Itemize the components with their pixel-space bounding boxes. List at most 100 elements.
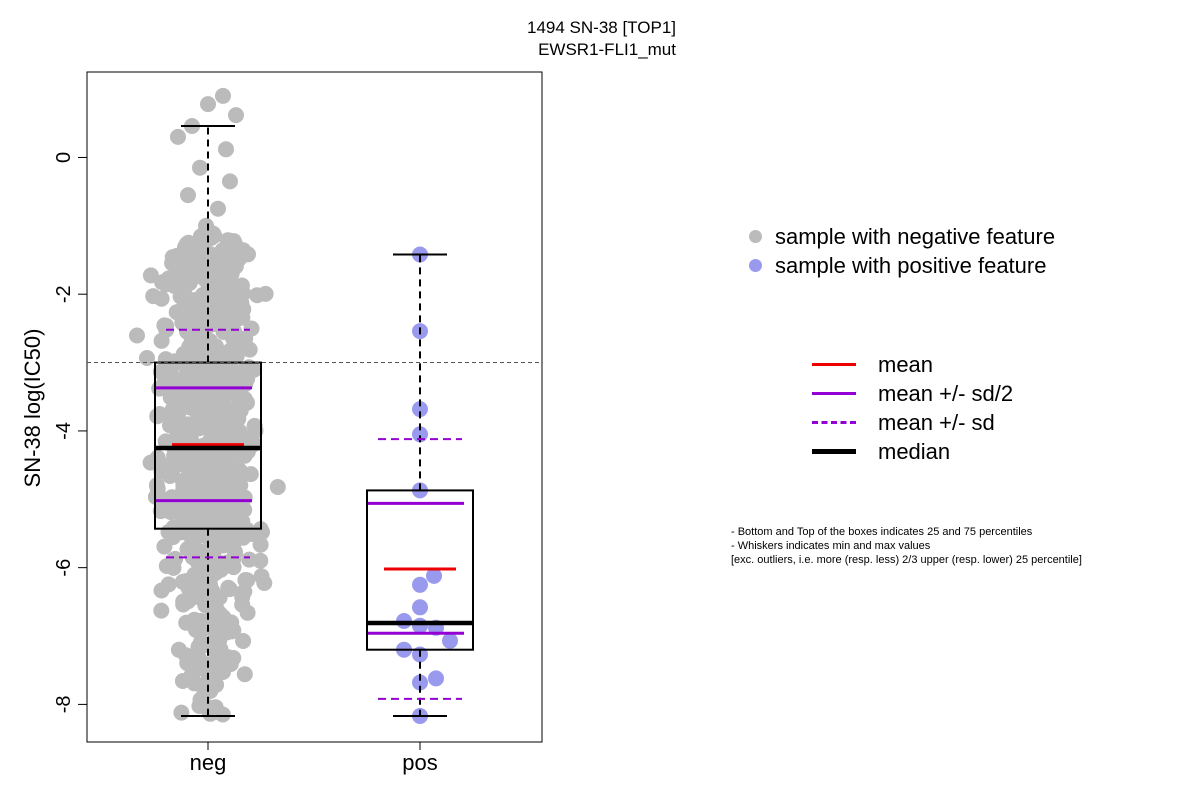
- neg-sample-point: [164, 358, 181, 374]
- neg-sample-point: [139, 350, 155, 366]
- neg-sample-point: [195, 359, 212, 376]
- x-tick-label: neg: [190, 750, 227, 775]
- legend-label-positive: sample with positive feature: [775, 252, 1047, 278]
- neg-sample-point: [177, 238, 194, 255]
- neg-sample-point: [249, 287, 266, 304]
- neg-sample-point: [166, 277, 183, 294]
- neg-sample-point: [198, 217, 214, 234]
- legend-label-mean: mean: [878, 351, 934, 377]
- neg-sample-point: [236, 447, 253, 464]
- pos-sample-point: [428, 670, 444, 687]
- neg-sample-point: [192, 612, 209, 629]
- y-tick-label: 0: [53, 152, 75, 163]
- neg-sample-point: [185, 470, 202, 487]
- neg-sample-point: [204, 463, 221, 480]
- y-tick-label: -6: [53, 559, 75, 577]
- legend-item-positive: sample with positive feature: [749, 251, 1055, 280]
- neg-sample-point: [182, 420, 199, 437]
- neg-sample-point: [153, 582, 170, 599]
- neg-sample-point: [153, 602, 170, 619]
- neg-sample-point: [252, 536, 269, 553]
- neg-sample-point: [170, 405, 187, 422]
- pos-sample-point: [412, 576, 428, 593]
- legend-item-mean: mean: [812, 350, 1013, 379]
- positive-sample-swatch: [749, 259, 762, 272]
- neg-sample-point: [214, 265, 231, 282]
- legend-label-half-sd: mean +/- sd/2: [878, 380, 1014, 406]
- neg-sample-point: [200, 592, 217, 609]
- neg-sample-point: [157, 433, 174, 450]
- note-line-3: [exc. outliers, i.e. more (resp. less) 2…: [731, 554, 1082, 566]
- neg-sample-point: [203, 246, 220, 263]
- neg-sample-point: [222, 173, 238, 190]
- negative-sample-swatch: [749, 230, 762, 243]
- neg-sample-point: [212, 561, 229, 577]
- neg-sample-point: [145, 288, 162, 305]
- pos-sample-point: [412, 617, 428, 634]
- neg-sample-point: [239, 604, 256, 621]
- neg-sample-point: [231, 462, 248, 479]
- neg-sample-point: [210, 642, 227, 659]
- neg-sample-point: [173, 704, 190, 721]
- neg-sample-point: [171, 430, 188, 446]
- legend-label-negative: sample with negative feature: [775, 223, 1056, 249]
- y-axis-label: SN-38 log(IC50): [20, 329, 45, 488]
- neg-sample-point: [215, 87, 231, 104]
- neg-sample-point: [175, 593, 192, 610]
- y-tick-label: -8: [53, 695, 75, 713]
- neg-sample-point: [187, 386, 204, 403]
- pos-box: [366, 489, 474, 651]
- neg-sample-point: [225, 479, 242, 496]
- neg-sample-point: [232, 402, 249, 419]
- x-tick-label: pos: [402, 750, 437, 775]
- pos-sample-point: [426, 567, 442, 584]
- legend-item-half-sd: mean +/- sd/2: [812, 379, 1013, 408]
- neg-sample-point: [165, 552, 182, 568]
- neg-sample-point: [162, 468, 178, 484]
- neg-sample-point: [236, 583, 253, 600]
- neg-sample-point: [177, 573, 194, 590]
- neg-sample-point: [180, 507, 197, 524]
- pos-sample-point: [412, 674, 428, 691]
- neg-sample-point: [220, 405, 237, 422]
- neg-sample-point: [183, 324, 200, 341]
- neg-sample-point: [231, 304, 248, 321]
- neg-sample-point: [162, 504, 179, 520]
- neg-sample-point: [170, 128, 186, 145]
- pos-sample-point: [412, 599, 428, 616]
- neg-sample-point: [196, 556, 213, 573]
- neg-sample-point: [215, 664, 231, 680]
- neg-sample-point: [219, 305, 236, 322]
- neg-sample-point: [216, 253, 233, 270]
- neg-sample-point: [164, 249, 181, 266]
- neg-sample-point: [247, 422, 264, 439]
- neg-sample-point: [182, 255, 199, 272]
- neg-sample-point: [142, 267, 159, 284]
- legend-item-median: median: [812, 437, 1013, 466]
- neg-sample-point: [200, 345, 217, 362]
- neg-sample-point: [192, 301, 209, 318]
- neg-sample-point: [226, 323, 243, 340]
- y-tick-label: -2: [53, 285, 75, 303]
- neg-sample-point: [208, 630, 225, 647]
- neg-sample-point: [228, 107, 244, 124]
- chart-title-line-2: EWSR1-FLI1_mut: [538, 40, 676, 59]
- neg-sample-point: [225, 551, 242, 568]
- pos-sample-point: [412, 401, 428, 418]
- neg-sample-point: [215, 423, 232, 440]
- pos-sample-point: [442, 632, 458, 649]
- neg-sample-point: [230, 245, 247, 262]
- neg-sample-point: [186, 648, 203, 665]
- neg-sample-point: [199, 674, 216, 690]
- plot-frame: [86, 71, 543, 743]
- neg-sample-point: [208, 366, 225, 383]
- neg-sample-point: [192, 159, 208, 176]
- neg-sample-point: [225, 522, 242, 539]
- neg-sample-point: [169, 373, 186, 389]
- median-line-swatch: [812, 449, 856, 454]
- y-tick-label: -4: [53, 422, 75, 440]
- legend-label-sd: mean +/- sd: [878, 409, 995, 435]
- neg-sample-point: [176, 486, 193, 502]
- half-sd-line-swatch: [812, 392, 856, 395]
- neg-sample-point: [222, 342, 239, 359]
